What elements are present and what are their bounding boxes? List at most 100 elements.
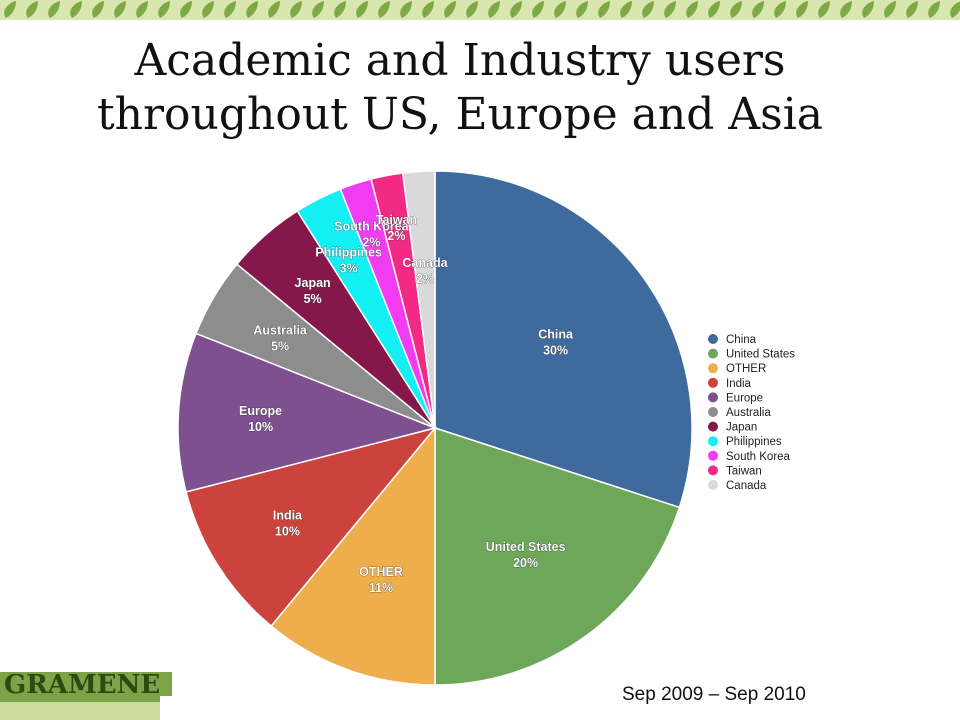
leaf-ornament [642,1,654,18]
leaf-ornament [334,1,346,18]
date-range: Sep 2009 – Sep 2010 [622,684,806,705]
legend-swatch [708,480,718,490]
slice-label-name: Philippines [315,246,382,260]
legend-label: Taiwan [726,465,762,477]
legend-label: Canada [726,480,767,492]
bottom-leaf-border [160,696,960,720]
leaf-ornament [950,1,960,18]
slice-label-name: United States [486,540,566,554]
pie-slice-canada [401,170,436,429]
top-leaf-border [0,0,960,20]
leaf-ornament [884,1,896,18]
pie-slice-india [185,426,438,628]
legend-label: Australia [726,407,771,419]
legend-swatch [708,377,718,388]
page-title: Academic and Industry users throughout U… [0,34,920,142]
leaf-ornament [290,1,302,18]
slice-label-name: South Korea [334,219,409,233]
slice-label-name: Japan [295,276,331,290]
legend-swatch [708,450,718,461]
leaf-ornament [378,1,390,18]
legend-label: OTHER [726,363,766,375]
leaf-ornament [400,1,412,18]
leaf-ornament [180,1,192,18]
legend-label: South Korea [726,451,791,463]
leaf-ornament [510,1,522,18]
slice-label-percent: 2% [416,272,434,286]
leaf-ornament [114,1,126,18]
leaf-ornament [444,1,456,18]
leaf-ornament [4,1,16,18]
slice-label-name: Australia [253,323,308,337]
slice-label-percent: 10% [248,420,273,434]
leaf-ornament [70,1,82,18]
leaf-ornament [686,1,698,18]
pie-slice-europe [177,332,438,493]
chart-legend: China United States OTHER India Europe Austra… [708,334,795,492]
title-line-2: throughout US, Europe and Asia [96,89,824,140]
slice-label-name: OTHER [359,565,403,579]
leaf-ornament [774,1,786,18]
legend-swatch [708,334,718,344]
legend-label: Europe [726,392,763,404]
leaf-ornament [268,1,280,18]
leaf-ornament [246,1,258,18]
leaf-ornament [312,1,324,18]
leaf-ornament [136,1,148,18]
slice-label-percent: 30% [543,343,568,357]
leaf-ornament [730,1,742,18]
legend-swatch [708,465,718,476]
legend-label: Japan [726,422,757,434]
slice-label-percent: 10% [275,525,300,539]
leaf-ornament [576,1,588,18]
leaf-ornament [422,1,434,18]
slice-label-percent: 5% [304,292,322,306]
slice-label-name: Canada [402,256,448,270]
leaf-ornament [356,1,368,18]
leaf-ornament [598,1,610,18]
slice-label-percent: 11% [369,581,393,595]
gramene-logo: GRAMENE [0,670,172,720]
slice-label-name: China [538,327,574,341]
logo-background [0,672,172,702]
leaf-ornament [92,1,104,18]
legend-label: China [726,334,757,346]
slice-label-name: India [273,509,303,523]
leaf-ornament [26,1,38,18]
slice-label-name: Europe [239,404,282,418]
slice-label-percent: 2% [387,229,405,243]
legend-swatch [708,363,718,374]
leaf-ornament [158,1,170,18]
leaf-ornament [532,1,544,18]
slice-label-percent: 5% [271,339,289,353]
logo-leaf-strip [0,702,172,720]
leaf-ornament [708,1,720,18]
leaf-ornament [664,1,676,18]
pie-slice-united-states [434,426,681,686]
legend-label: United States [726,349,795,361]
legend-label: Philippines [726,436,782,448]
leaf-ornament [796,1,808,18]
slice-label-percent: 2% [362,235,380,249]
legend-swatch [708,407,718,417]
legend-swatch [708,392,718,403]
pie-slice-china [434,170,693,509]
logo-text: GRAMENE [4,670,161,700]
leaf-ornament [488,1,500,18]
leaf-ornament [466,1,478,18]
legend-swatch [708,348,718,359]
slice-label-percent: 3% [340,262,358,276]
leaf-ornament [224,1,236,18]
legend-label: India [726,378,752,390]
leaf-ornament [202,1,214,18]
leaf-ornament [818,1,830,18]
pie-slice-other [270,425,436,686]
legend-swatch [708,421,718,432]
leaf-ornament [862,1,874,18]
leaf-ornament [840,1,852,18]
leaf-ornament [928,1,940,18]
slice-label-name: Taiwan [376,213,417,227]
title-line-1: Academic and Industry users [134,35,786,86]
leaf-ornament [554,1,566,18]
